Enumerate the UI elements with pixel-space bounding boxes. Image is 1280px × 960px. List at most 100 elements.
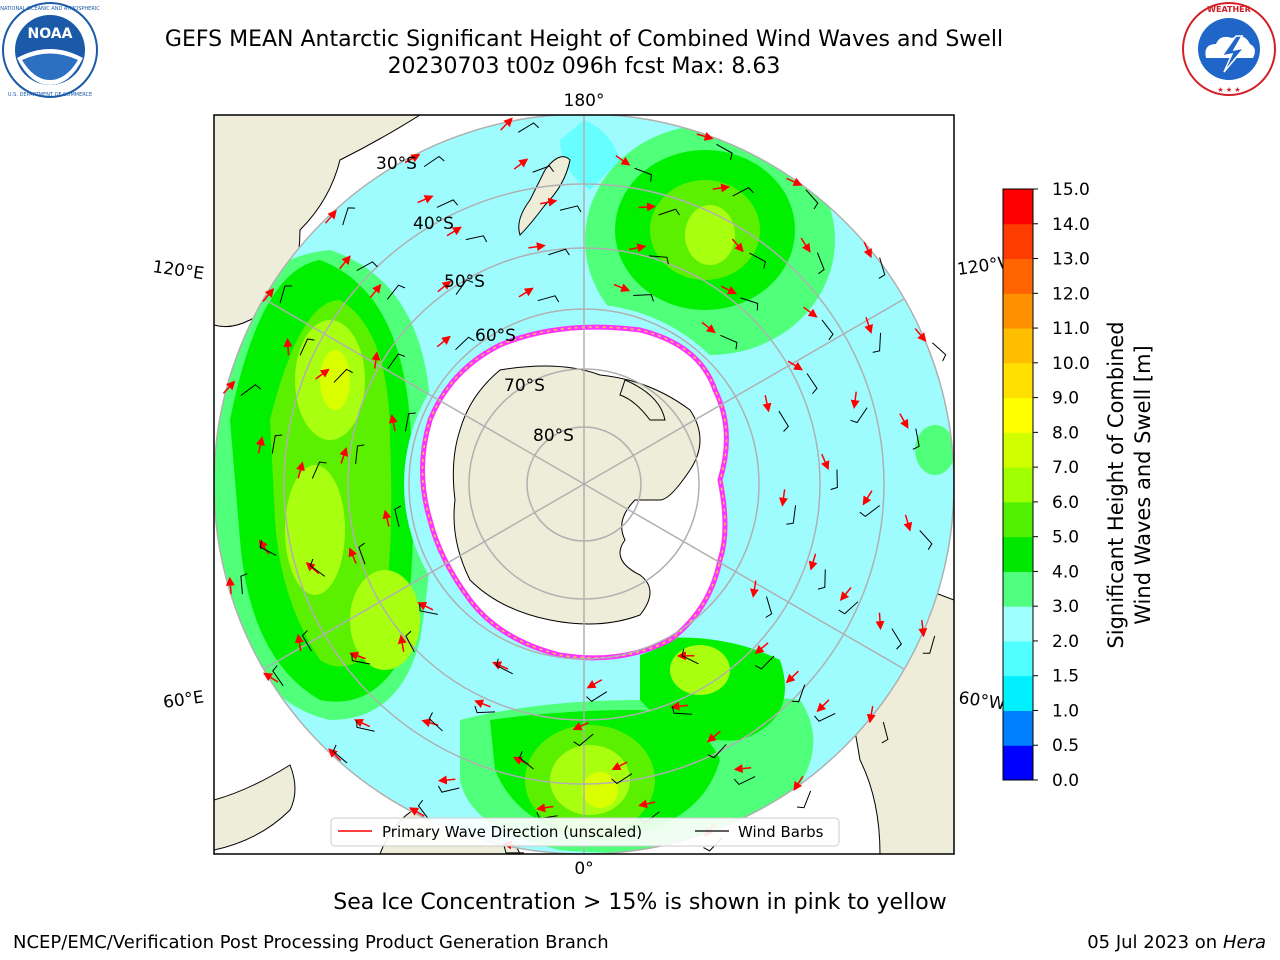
wind-barb [333,368,353,383]
wave-direction-arrow [706,730,721,743]
wave-direction-arrow [615,155,631,166]
wave-direction-arrow [397,634,407,652]
wave-direction-arrow [638,799,656,809]
wind-barb [311,461,327,479]
wind-barb [537,295,560,303]
wind-barb [259,540,277,556]
map-legend: Primary Wave Direction (unscaled) Wind B… [330,817,840,847]
wind-barb [932,342,947,362]
wave-direction-arrow [225,576,235,595]
wave-direction-arrow [696,132,714,141]
wind-barb [755,655,775,670]
wind-barb [428,712,443,732]
wave-direction-arrow [793,775,804,791]
wave-direction-arrow [518,287,534,298]
wind-barb [881,721,889,744]
wave-direction-arrow [816,699,830,713]
wind-barb [351,653,371,665]
wave-direction-arrow [513,158,529,170]
wind-barb [749,252,766,269]
wind-barb [309,558,326,577]
wave-direction-arrow [586,679,603,689]
footer-machine: Hera [1222,932,1266,953]
svg-text:★ ★ ★: ★ ★ ★ [1217,86,1240,94]
wind-barb [922,635,936,654]
colorbar-tick-label: 1.0 [1052,701,1079,721]
colorbar-tick-label: 14.0 [1052,215,1090,235]
wind-barb [503,845,524,854]
map-area [214,115,954,854]
wind-barb [765,596,773,618]
wave-direction-arrow [528,242,546,252]
wave-direction-arrow [437,775,456,785]
wave-direction-arrow [256,436,265,454]
sea-ice-note: Sea Ice Concentration > 15% is shown in … [333,890,947,915]
wind-barb [559,205,582,213]
wave-direction-arrow [787,360,804,371]
wave-direction-arrow [866,705,876,724]
wave-direction-arrow [611,761,628,771]
wave-direction-arrow [779,489,788,507]
wind-barb [417,799,430,821]
wave-direction-arrow [803,306,818,318]
wave-direction-arrow [875,612,885,631]
wave-direction-arrow [613,283,631,292]
svg-text:WEATHER: WEATHER [1207,5,1251,14]
lat-label-80s: 80°S [533,426,574,446]
colorbar-swatch [1003,258,1033,294]
svg-text:U.S. DEPARTMENT OF COMMERCE: U.S. DEPARTMENT OF COMMERCE [8,92,92,98]
wind-barb [778,410,789,432]
wind-barb [912,428,920,450]
wind-barb [438,785,460,793]
wave-direction-arrow [808,553,818,571]
wave-direction-arrow [305,562,320,575]
colorbar-swatch [1003,397,1033,433]
colorbar-tick-label: 13.0 [1052,250,1090,270]
wind-barb [301,630,312,652]
legend-wind-barbs: Wind Barbs [738,823,824,841]
wind-barb [891,628,902,650]
wave-direction-arrow [315,368,330,380]
wave-direction-arrow [500,117,513,131]
land-new-zealand [518,156,571,236]
wind-barb [805,189,819,210]
wind-barb [732,187,754,197]
colorbar-swatch [1003,223,1033,260]
colorbar-swatch [1003,710,1033,746]
colorbar-tick-label: 1.5 [1052,667,1079,687]
wave-direction-arrow [918,619,928,638]
wind-barb [633,294,654,302]
wave-direction-arrow [492,661,509,670]
wind-barb [720,334,738,350]
wind-barb [355,444,365,465]
footer-date: 05 Jul 2023 on Hera [1087,932,1266,953]
wave-direction-arrow [409,807,425,817]
wave-direction-arrow [294,633,304,652]
colorbar-tick-label: 2.0 [1052,632,1079,652]
colorbar-tick-label: 4.0 [1052,562,1079,582]
wave-direction-arrow [638,202,657,212]
wave-direction-arrow [263,672,279,683]
colorbar-tick-label: 15.0 [1052,180,1090,200]
colorbar: 0.0 0.5 1.0 1.5 2.0 3.0 4.0 5.0 6.0 7.0 8.0 9.0 10.0… [1002,180,1090,791]
nws-logo: WEATHER ★ ★ ★ [1182,2,1276,96]
wind-barb [358,542,366,565]
wave-direction-arrow [404,153,421,164]
map-frame [213,114,955,855]
wave-direction-arrow [222,380,236,394]
map-subtitle: 20230703 t00z 096h fcst Max: 8.63 [387,54,781,79]
wave-direction-arrow [339,446,349,464]
colorbar-tick-label: 10.0 [1052,354,1090,374]
wind-barb [878,257,886,279]
wave-direction-arrow [864,317,873,334]
land-madagascar [214,764,296,851]
colorbar-swatch [1003,745,1033,781]
wind-barb [634,167,652,182]
colorbar-swatch [1003,467,1033,503]
map-title: GEFS MEAN Antarctic Significant Height o… [164,27,1004,52]
colorbar-swatch [1003,536,1033,572]
wave-direction-arrow [786,177,803,186]
lat-label-40s: 40°S [413,214,454,234]
wind-barb [496,658,514,675]
wind-barb [830,469,838,490]
